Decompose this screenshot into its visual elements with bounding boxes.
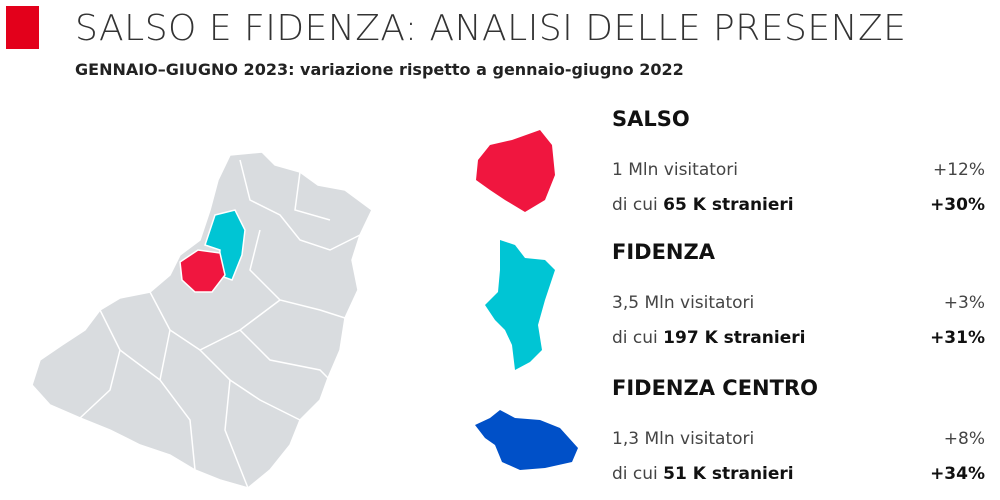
foreign: 51 K stranieri [663,464,794,484]
visitors-row: 3,5 Mln visitatori +3% [612,293,985,313]
foreign-change: +34% [930,464,985,484]
foreign-text: di cui 51 K stranieri [612,464,794,484]
section-name: SALSO [612,107,690,131]
fidenza-centro-shape [475,410,578,470]
section-name: FIDENZA [612,240,715,264]
foreign-row: di cui 65 K stranieri +30% [612,195,985,215]
foreign-prefix: di cui [612,195,658,215]
visitors-change: +3% [943,293,985,313]
visitors: 1,3 Mln visitatori [612,429,755,449]
visitors-row: 1,3 Mln visitatori +8% [612,429,985,449]
visitors-change: +8% [943,429,985,449]
section-name: FIDENZA CENTRO [612,376,818,400]
foreign: 197 K stranieri [663,328,806,348]
foreign-change: +31% [930,328,985,348]
visitors: 1 Mln visitatori [612,160,739,180]
visitors-change: +12% [932,160,985,180]
foreign-prefix: di cui [612,464,658,484]
province-map [31,151,373,489]
visitors-row: 1 Mln visitatori +12% [612,160,985,180]
salso-shape [476,130,555,212]
foreign-change: +30% [930,195,985,215]
foreign-prefix: di cui [612,328,658,348]
fidenza-shape [485,240,555,370]
logo-square [6,6,39,49]
foreign: 65 K stranieri [663,195,794,215]
subtitle: GENNAIO–GIUGNO 2023: variazione rispetto… [75,60,684,79]
foreign-row: di cui 51 K stranieri +34% [612,464,985,484]
salso-region [179,249,226,293]
title: SALSO E FIDENZA: ANALISI DELLE PRESENZE [75,8,907,49]
foreign-text: di cui 197 K stranieri [612,328,805,348]
foreign-row: di cui 197 K stranieri +31% [612,328,985,348]
visitors: 3,5 Mln visitatori [612,293,755,313]
municipal-borders [79,159,361,489]
foreign-text: di cui 65 K stranieri [612,195,794,215]
fidenza-region [204,209,246,281]
